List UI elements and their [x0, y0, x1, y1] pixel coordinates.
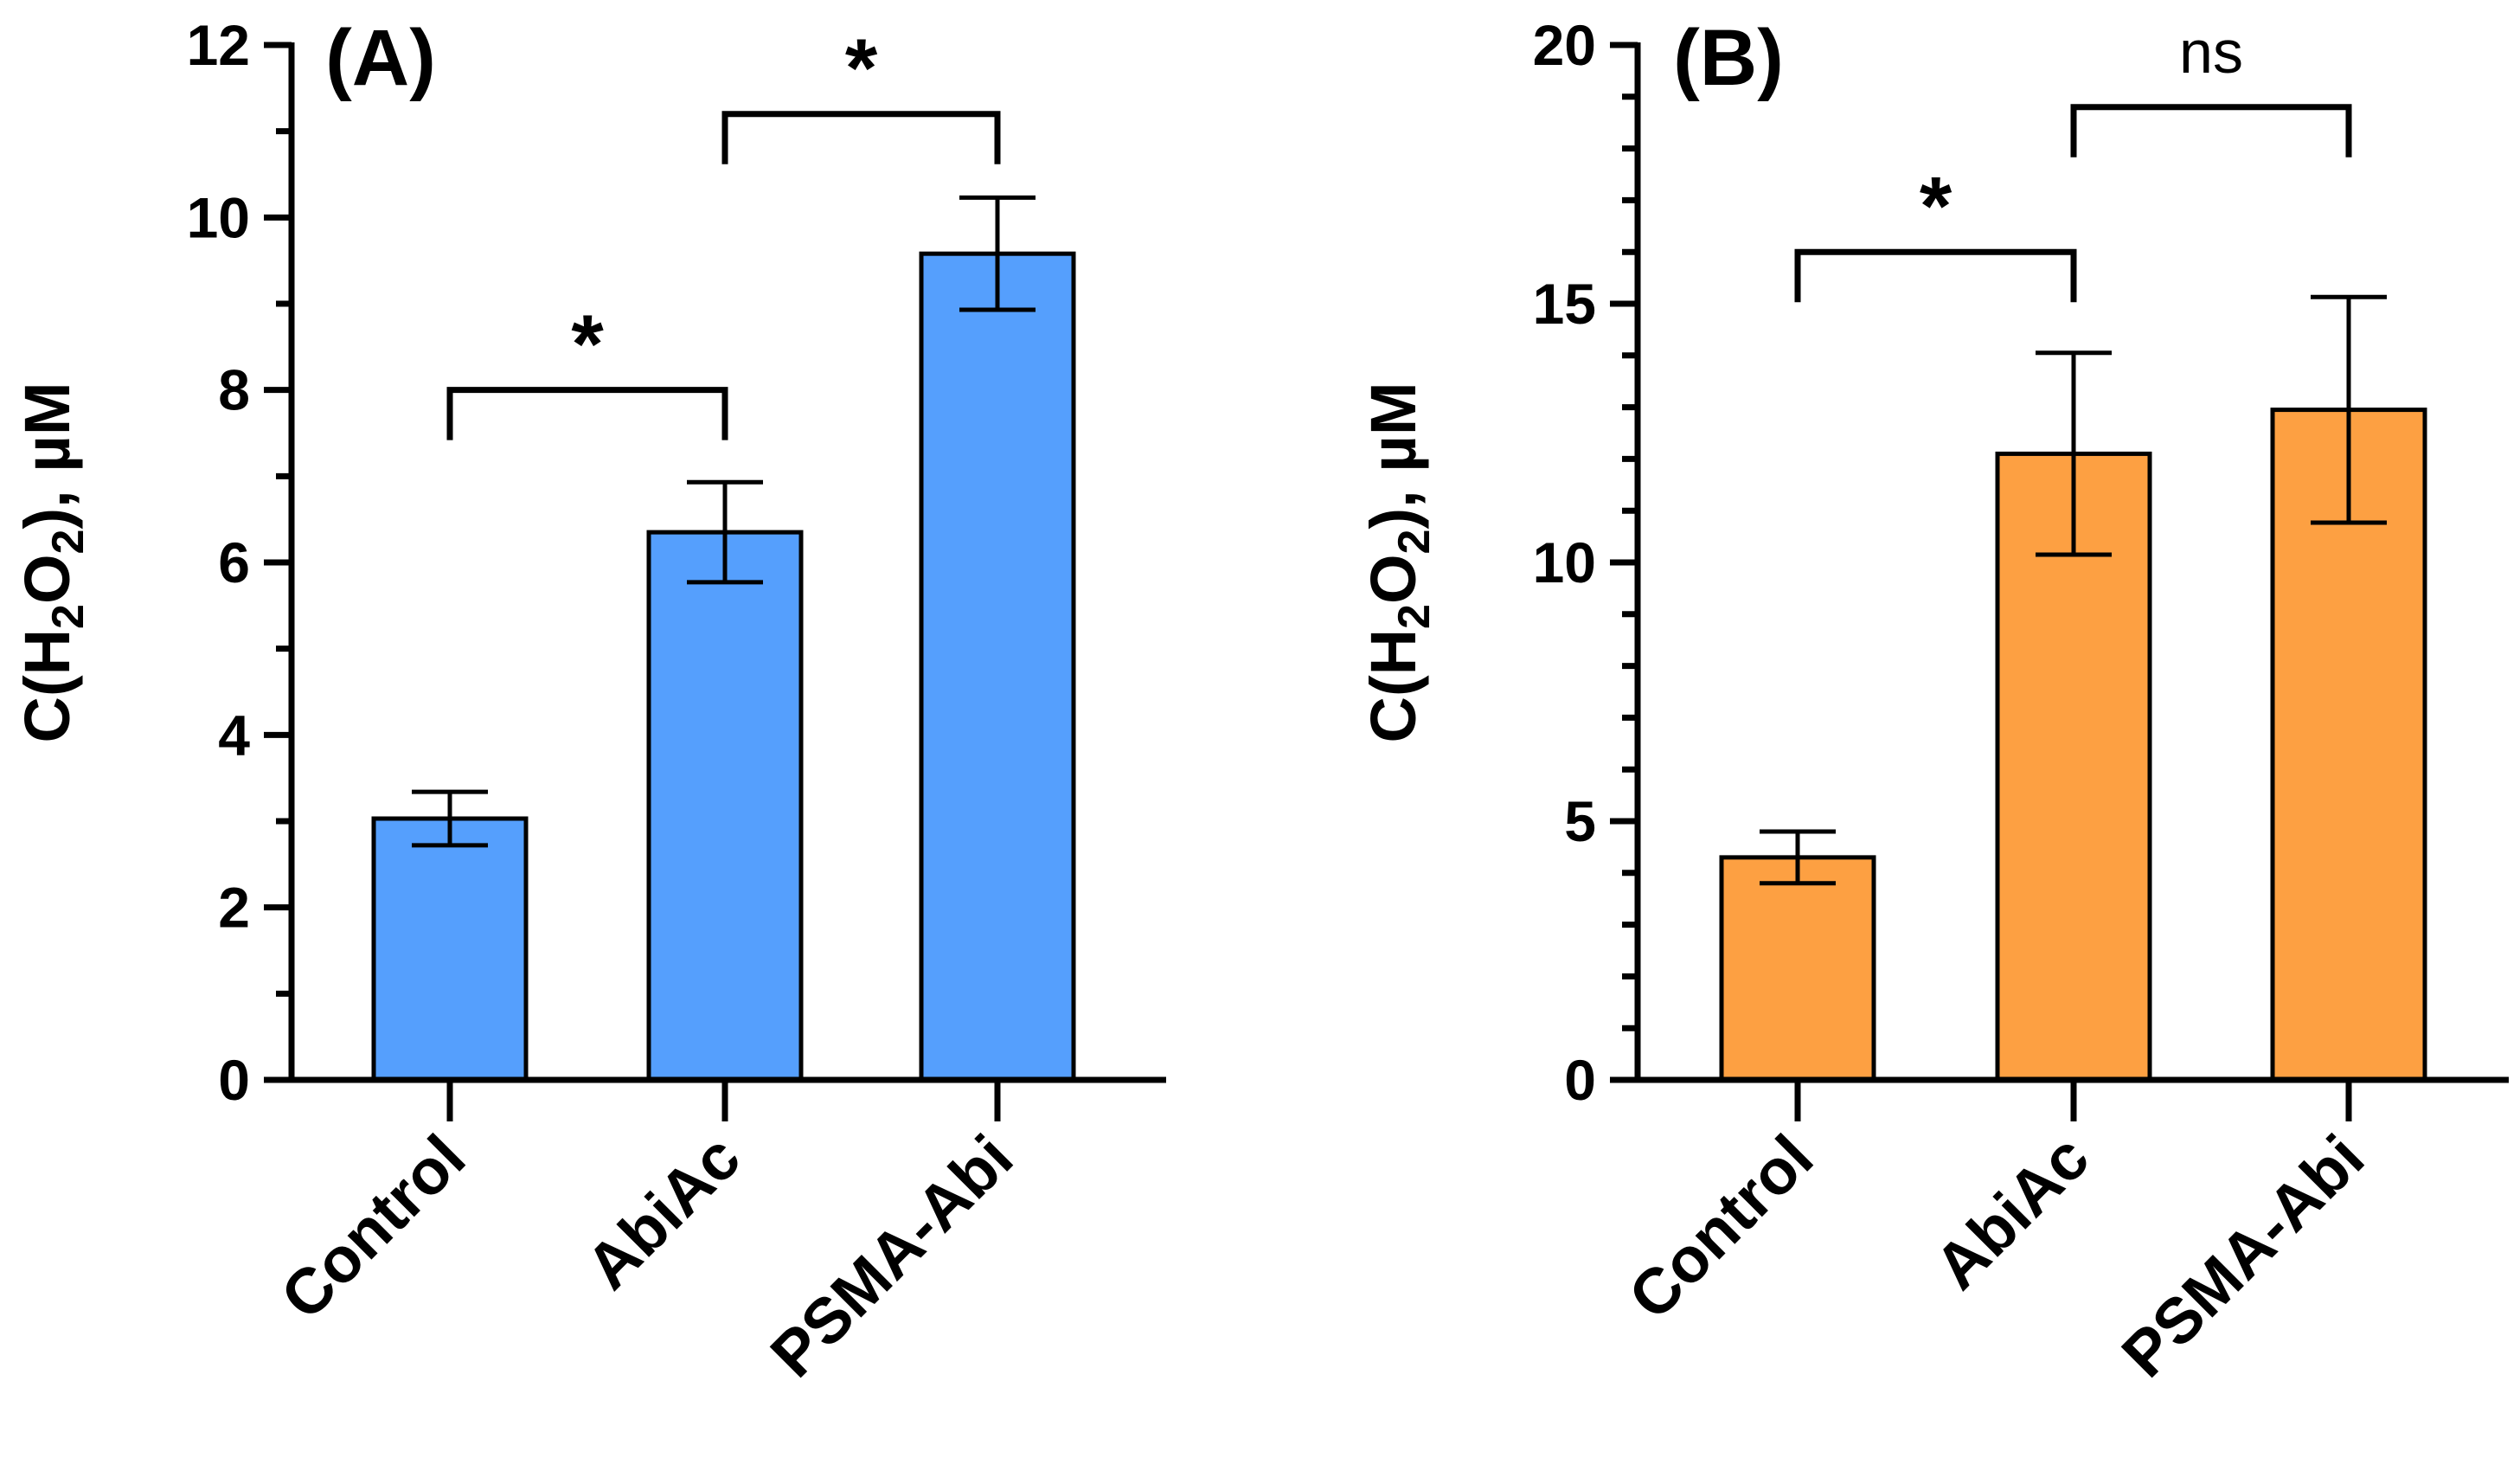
significance-label: *	[571, 299, 604, 391]
chart-panel-1: 0 2 4 6 8 10 12 Control AbiAc PSMA-Abi C(H2O2), µM…	[11, 13, 1166, 1391]
panel-label: (A)	[325, 14, 436, 102]
error-bar-control	[412, 789, 488, 848]
bar-psma-abi	[919, 251, 1076, 1082]
y-tick-label: 5	[1564, 789, 1596, 853]
y-tick-label: 0	[1564, 1048, 1596, 1112]
significance-bracket-2: ns	[2070, 18, 2352, 157]
chart-panel-2: 0 5 10 15 20 Control AbiAc PSMA-Abi C(H2O2), µM (…	[1357, 13, 2509, 1391]
y-axis-label: C(H2O2), µM	[11, 382, 93, 743]
error-bar-control	[1760, 829, 1836, 886]
error-bar-psma-abi	[2311, 294, 2387, 525]
y-tick-label: 6	[218, 530, 250, 594]
significance-bracket-2: *	[721, 22, 1001, 164]
y-tick-label: 12	[187, 13, 250, 77]
bracket-line	[2070, 104, 2352, 157]
bracket-line	[721, 111, 1001, 164]
x-tick-label-abiac: AbiAc	[572, 1121, 753, 1303]
y-tick-label: 15	[1533, 272, 1596, 336]
y-tick-label: 20	[1533, 13, 1596, 77]
significance-label: *	[845, 22, 878, 115]
bracket-line	[1794, 248, 2077, 303]
y-tick-label: 0	[218, 1048, 250, 1112]
y-tick-label: 2	[218, 876, 250, 940]
significance-label: *	[1920, 160, 1953, 253]
bar-control	[1719, 855, 1876, 1082]
bar-control	[371, 816, 529, 1082]
error-bar-abiac	[687, 479, 763, 585]
significance-bracket-1: *	[1794, 160, 2077, 303]
bracket-line	[446, 387, 728, 440]
significance-label: ns	[2179, 18, 2243, 86]
x-tick-label-psma-abi: PSMA-Abi	[2108, 1121, 2378, 1391]
x-tick-label-control: Control	[267, 1121, 479, 1333]
error-bar-abiac	[2036, 350, 2112, 557]
y-axis-label: C(H2O2), µM	[1357, 382, 1440, 743]
bar-abiac	[1995, 451, 2152, 1082]
significance-bracket-1: *	[446, 299, 728, 440]
x-tick-label-psma-abi: PSMA-Abi	[757, 1121, 1027, 1391]
y-tick-label: 4	[218, 703, 250, 767]
bar-abiac	[646, 530, 804, 1082]
y-tick-label: 10	[187, 185, 250, 249]
error-bar-psma-abi	[959, 195, 1036, 312]
panel-label: (B)	[1673, 14, 1784, 102]
x-tick-label-abiac: AbiAc	[1920, 1121, 2102, 1303]
x-tick-label-control: Control	[1615, 1121, 1827, 1333]
y-tick-label: 10	[1533, 530, 1596, 594]
y-tick-label: 8	[218, 358, 250, 422]
